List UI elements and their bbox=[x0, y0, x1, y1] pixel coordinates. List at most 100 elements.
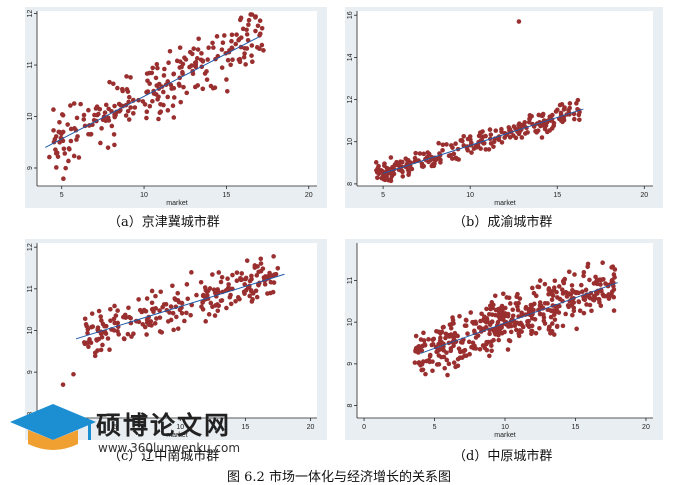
x-tick-label: 5 bbox=[433, 424, 437, 431]
data-point bbox=[473, 346, 479, 351]
data-point bbox=[175, 326, 181, 331]
data-point bbox=[375, 175, 380, 181]
data-point bbox=[259, 25, 265, 31]
data-point bbox=[467, 351, 472, 357]
data-point bbox=[109, 123, 115, 129]
data-point bbox=[453, 141, 458, 147]
data-point bbox=[208, 83, 214, 89]
data-point bbox=[439, 354, 444, 360]
data-point bbox=[491, 139, 497, 144]
data-point bbox=[256, 269, 261, 275]
data-point bbox=[537, 300, 543, 305]
data-point bbox=[216, 270, 222, 275]
x-tick-label: 15 bbox=[223, 192, 231, 199]
data-point bbox=[210, 40, 215, 46]
data-point bbox=[416, 360, 422, 365]
y-tick-label: 12 bbox=[27, 10, 34, 18]
data-point bbox=[200, 86, 206, 92]
data-point bbox=[419, 367, 424, 373]
data-point bbox=[413, 150, 418, 156]
y-tick-label: 14 bbox=[347, 53, 354, 61]
data-point bbox=[125, 108, 131, 114]
x-tick-label: 15 bbox=[241, 424, 249, 431]
data-point bbox=[244, 258, 250, 263]
data-point bbox=[92, 112, 97, 118]
data-point bbox=[552, 317, 558, 322]
data-point bbox=[71, 153, 77, 159]
x-tick-label: 0 bbox=[362, 424, 366, 431]
data-point bbox=[388, 155, 394, 160]
data-point bbox=[184, 282, 190, 287]
data-point bbox=[82, 316, 88, 322]
data-point bbox=[95, 325, 101, 330]
data-point bbox=[572, 116, 577, 122]
data-point bbox=[244, 32, 250, 37]
data-point bbox=[60, 382, 66, 387]
data-point bbox=[99, 334, 105, 340]
chart-b-svg: 8 10 12 14 16 5 10 15 20 market bbox=[345, 7, 663, 208]
data-point bbox=[429, 342, 435, 348]
x-axis-label: market bbox=[166, 432, 187, 439]
y-tick-label: 11 bbox=[347, 277, 354, 284]
data-point bbox=[62, 151, 68, 156]
data-point bbox=[262, 282, 268, 287]
data-point bbox=[430, 368, 435, 374]
data-point bbox=[531, 307, 536, 313]
data-point bbox=[421, 330, 426, 336]
data-point bbox=[219, 298, 225, 303]
data-point bbox=[436, 341, 441, 347]
data-point bbox=[451, 334, 456, 340]
data-point bbox=[432, 157, 438, 163]
data-point bbox=[71, 101, 77, 106]
data-point bbox=[533, 293, 539, 299]
x-tick-label: 15 bbox=[553, 192, 561, 199]
data-point bbox=[99, 126, 104, 131]
data-point bbox=[225, 57, 231, 63]
chart-panel-a: 9 10 11 12 5 10 15 20 market bbox=[25, 7, 327, 208]
y-tick-label: 12 bbox=[27, 243, 34, 251]
data-point bbox=[574, 326, 579, 332]
data-point bbox=[152, 321, 158, 326]
data-point bbox=[265, 274, 271, 279]
data-point bbox=[166, 60, 171, 66]
data-point bbox=[545, 301, 550, 306]
data-point bbox=[517, 296, 523, 301]
data-point bbox=[96, 308, 102, 314]
caption-d: （d）中原城市群 bbox=[453, 449, 553, 464]
data-point bbox=[506, 295, 512, 301]
data-point bbox=[235, 295, 241, 300]
data-point bbox=[170, 310, 176, 316]
data-point bbox=[144, 115, 149, 121]
data-point bbox=[71, 371, 76, 377]
data-point bbox=[124, 74, 129, 79]
data-point bbox=[224, 305, 229, 311]
data-point bbox=[239, 271, 245, 276]
data-point bbox=[474, 145, 479, 150]
data-point bbox=[177, 45, 183, 50]
data-point bbox=[122, 336, 127, 342]
data-point bbox=[594, 277, 600, 283]
data-point bbox=[115, 85, 120, 91]
x-axis-label: market bbox=[494, 432, 515, 439]
data-point bbox=[560, 323, 566, 329]
data-point bbox=[488, 132, 494, 137]
data-point bbox=[229, 38, 234, 44]
y-tick-label: 9 bbox=[27, 166, 34, 170]
data-point bbox=[510, 313, 516, 319]
data-point bbox=[437, 338, 443, 343]
data-point bbox=[261, 48, 266, 53]
data-point bbox=[179, 300, 185, 306]
data-point bbox=[465, 148, 471, 153]
data-point bbox=[447, 322, 453, 327]
data-point bbox=[157, 315, 163, 320]
data-point bbox=[489, 343, 494, 348]
y-tick-label: 10 bbox=[27, 327, 34, 335]
x-tick-label: 20 bbox=[307, 424, 315, 431]
data-point bbox=[505, 313, 511, 319]
data-point bbox=[561, 107, 567, 112]
data-point bbox=[115, 308, 120, 313]
data-point bbox=[115, 320, 121, 326]
data-point bbox=[566, 291, 572, 296]
data-point bbox=[170, 283, 175, 289]
data-point bbox=[204, 77, 210, 82]
